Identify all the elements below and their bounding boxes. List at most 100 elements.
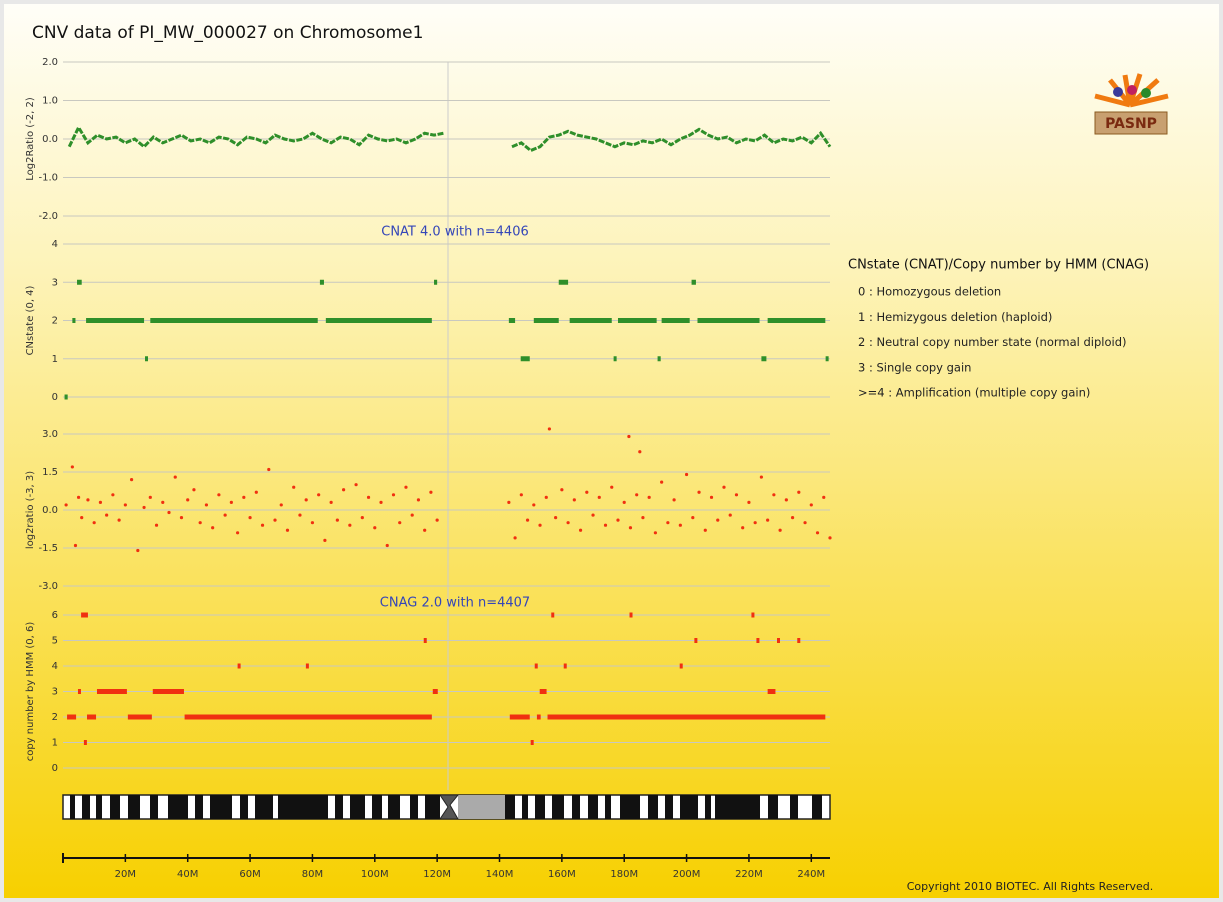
ideogram-band (335, 795, 343, 819)
legend-item: 1 : Hemizygous deletion (haploid) (858, 310, 1052, 324)
x-tick-label: 20M (115, 869, 136, 880)
y-axis-label: log2ratio (-3, 3) (25, 471, 36, 549)
ideogram-band (665, 795, 673, 819)
point (180, 516, 183, 519)
point (186, 498, 189, 501)
ideogram-band (552, 795, 564, 819)
segment (87, 715, 96, 720)
chart-title: CNV data of PI_MW_000027 on Chromosome1 (32, 23, 423, 43)
y-tick-label: 3 (52, 277, 58, 288)
point (772, 493, 775, 496)
y-tick-label: 2 (52, 712, 58, 723)
segment (84, 740, 87, 745)
legend-title: CNstate (CNAT)/Copy number by HMM (CNAG) (848, 258, 1149, 273)
segment (510, 715, 530, 720)
segment (768, 689, 776, 694)
y-axis-label: Log2Ratio (-2, 2) (25, 97, 36, 181)
segment (306, 664, 309, 669)
segment (680, 664, 683, 669)
annotation: CNAG 2.0 with n=4407 (380, 596, 530, 611)
point (417, 498, 420, 501)
ideogram-band (588, 795, 598, 819)
segment (433, 689, 438, 694)
x-tick-label: 200M (673, 869, 701, 880)
y-tick-label: 6 (52, 610, 58, 621)
ideogram-band (195, 795, 203, 819)
page: CNV data of PI_MW_000027 on Chromosome1 … (0, 0, 1223, 902)
segment (72, 318, 75, 323)
ideogram-band (648, 795, 658, 819)
segment (521, 356, 530, 361)
point (785, 498, 788, 501)
y-tick-label: 0.0 (42, 505, 58, 516)
x-tick-label: 240M (797, 869, 825, 880)
segment (320, 280, 324, 285)
point (660, 481, 663, 484)
point (248, 516, 251, 519)
chart: CNV data of PI_MW_000027 on Chromosome1 … (0, 0, 1223, 902)
point (654, 531, 657, 534)
point (105, 513, 108, 516)
ideogram-band (278, 795, 328, 819)
point (411, 513, 414, 516)
segment (128, 715, 152, 720)
point (585, 491, 588, 494)
ideogram-band (522, 795, 528, 819)
y-tick-label: 1.5 (42, 467, 58, 478)
point (280, 503, 283, 506)
point (367, 496, 370, 499)
y-axis-label: CNstate (0, 4) (25, 285, 36, 355)
point (436, 519, 439, 522)
point (828, 536, 831, 539)
point (766, 519, 769, 522)
segment (535, 664, 538, 669)
point (93, 521, 96, 524)
annotation: CNAT 4.0 with n=4406 (381, 225, 529, 240)
point (429, 491, 432, 494)
point (317, 493, 320, 496)
ideogram-band (168, 795, 188, 819)
point (99, 501, 102, 504)
point (591, 513, 594, 516)
x-tick-label: 40M (177, 869, 198, 880)
point (205, 503, 208, 506)
point (520, 493, 523, 496)
point (648, 496, 651, 499)
point (373, 526, 376, 529)
segment (692, 280, 696, 285)
segment (540, 689, 547, 694)
x-tick-label: 100M (361, 869, 389, 880)
ideogram-band (768, 795, 778, 819)
point (754, 521, 757, 524)
point (255, 491, 258, 494)
point (392, 493, 395, 496)
segment (434, 280, 437, 285)
point (679, 524, 682, 527)
segment (777, 638, 780, 643)
ideogram-band (240, 795, 248, 819)
point (161, 501, 164, 504)
point (286, 529, 289, 532)
point (638, 450, 641, 453)
point (635, 493, 638, 496)
point (507, 501, 510, 504)
point (298, 513, 301, 516)
segment (326, 318, 432, 323)
point (741, 526, 744, 529)
segment (614, 356, 617, 361)
x-tick-label: 140M (486, 869, 514, 880)
ideogram-band (350, 795, 365, 819)
point (65, 503, 68, 506)
point (797, 491, 800, 494)
point (598, 496, 601, 499)
ideogram-band (535, 795, 545, 819)
point (822, 496, 825, 499)
segment (145, 356, 148, 361)
point (816, 531, 819, 534)
point (130, 478, 133, 481)
y-tick-label: 2 (52, 316, 58, 327)
point (673, 498, 676, 501)
point (77, 496, 80, 499)
ideogram-band (410, 795, 418, 819)
ideogram-band (790, 795, 798, 819)
